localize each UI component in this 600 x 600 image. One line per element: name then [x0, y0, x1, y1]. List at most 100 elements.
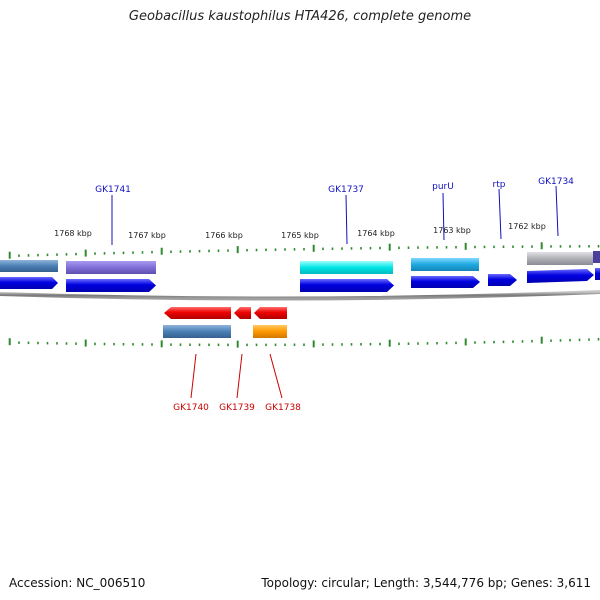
forward-gene-bars [0, 251, 600, 274]
minor-tick [151, 250, 153, 254]
minor-tick [27, 341, 30, 345]
minor-tick [417, 342, 419, 345]
gene-label-puru[interactable]: purU [432, 182, 454, 192]
minor-tick [303, 343, 305, 346]
cds-arrow-left-partial[interactable] [0, 277, 58, 289]
gene-bar-gk1741[interactable] [66, 261, 156, 274]
gene-bar-left-partial[interactable] [0, 260, 58, 272]
minor-tick [303, 247, 305, 251]
major-tick [8, 251, 11, 259]
minor-tick [426, 342, 429, 345]
cds-arrow-gk1740[interactable] [164, 307, 231, 319]
minor-tick [265, 343, 267, 347]
minor-tick [521, 245, 524, 248]
minor-tick [170, 343, 172, 346]
minor-tick [569, 338, 571, 342]
minor-tick [493, 245, 495, 249]
minor-tick [379, 246, 381, 250]
minor-tick [141, 343, 144, 346]
minor-tick [502, 340, 505, 344]
gene-bar-gk1734[interactable] [527, 252, 593, 265]
minor-tick [198, 249, 201, 253]
scale-label: 1762 kbp [508, 222, 546, 231]
forward-gene-labels: GK1741 GK1737 purU rtp GK1734 [95, 177, 574, 195]
minor-tick [208, 343, 210, 347]
outer-scale-ticks [8, 242, 600, 259]
scale-label: 1764 kbp [357, 229, 395, 238]
leader-line [269, 353, 283, 399]
minor-tick [407, 246, 410, 249]
minor-tick [493, 340, 495, 344]
accession-text: Accession: NC_006510 [9, 576, 146, 590]
minor-tick [398, 246, 400, 250]
minor-tick [94, 252, 96, 255]
reverse-gene-labels: GK1740 GK1739 GK1738 [173, 403, 301, 413]
minor-tick [113, 342, 115, 346]
minor-tick [550, 245, 552, 248]
minor-tick [151, 343, 153, 346]
minor-tick [483, 245, 486, 249]
minor-tick [227, 249, 229, 252]
minor-tick [455, 245, 457, 249]
minor-tick [350, 247, 353, 250]
gene-bar-gk1738[interactable] [253, 325, 287, 338]
gene-bar-right-partial[interactable] [593, 251, 600, 263]
minor-tick [189, 250, 191, 253]
cds-arrow-gk1738[interactable] [254, 307, 287, 319]
major-tick [84, 249, 87, 257]
forward-cds-arrows [0, 268, 600, 292]
gene-label-gk1738[interactable]: GK1738 [265, 403, 301, 413]
minor-tick [578, 338, 581, 342]
minor-tick [293, 343, 296, 347]
minor-tick [198, 343, 201, 347]
minor-tick [360, 343, 362, 346]
gene-label-gk1739[interactable]: GK1739 [219, 403, 255, 413]
minor-tick [521, 340, 524, 343]
cds-arrow-gk1734[interactable] [527, 269, 594, 283]
gene-bar-gk1740[interactable] [163, 325, 231, 338]
leader-line [236, 353, 243, 399]
major-tick [8, 338, 11, 346]
minor-tick [322, 343, 324, 346]
minor-tick [103, 342, 106, 346]
gene-bar-puru[interactable] [411, 258, 479, 271]
gene-label-gk1740[interactable]: GK1740 [173, 403, 209, 413]
cds-arrow-gk1737[interactable] [300, 279, 394, 292]
minor-tick [341, 247, 343, 250]
gene-label-gk1741[interactable]: GK1741 [95, 185, 131, 195]
minor-tick [369, 246, 372, 250]
major-tick [160, 247, 163, 255]
scale-label: 1763 kbp [433, 226, 471, 235]
minor-tick [75, 252, 77, 256]
cds-arrow-gk1741[interactable] [66, 279, 156, 292]
minor-tick [37, 253, 39, 257]
major-tick [540, 336, 543, 344]
minor-tick [350, 343, 353, 346]
leader-line [190, 353, 197, 399]
gene-label-gk1734[interactable]: GK1734 [538, 177, 574, 187]
cds-arrow-rtp[interactable] [488, 274, 517, 286]
major-tick [312, 340, 315, 348]
cds-arrow-gk1739[interactable] [234, 307, 251, 319]
minor-tick [531, 339, 533, 343]
minor-tick [274, 343, 277, 347]
cds-arrow-right-partial[interactable] [595, 268, 600, 280]
minor-tick [46, 253, 49, 257]
scale-label: 1768 kbp [54, 229, 92, 238]
minor-tick [597, 338, 600, 341]
minor-tick [179, 343, 182, 346]
gene-label-rtp[interactable]: rtp [493, 180, 506, 190]
leader-line [345, 194, 348, 245]
cds-arrow-puru[interactable] [411, 276, 480, 288]
minor-tick [455, 341, 457, 345]
minor-tick [436, 341, 438, 345]
forward-label-leaders [111, 185, 559, 245]
minor-tick [531, 245, 533, 248]
minor-tick [369, 342, 372, 346]
gene-bar-gk1737[interactable] [300, 261, 393, 274]
minor-tick [284, 343, 286, 347]
leader-line [442, 192, 445, 241]
gene-label-gk1737[interactable]: GK1737 [328, 185, 364, 195]
minor-tick [255, 248, 258, 252]
scale-label: 1767 kbp [128, 231, 166, 240]
